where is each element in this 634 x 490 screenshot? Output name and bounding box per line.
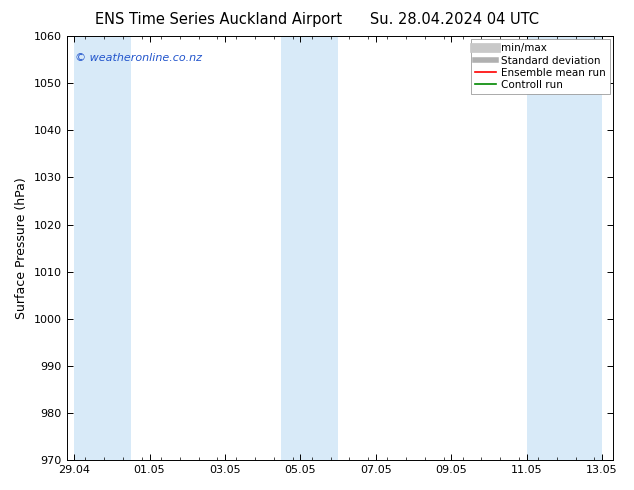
Y-axis label: Surface Pressure (hPa): Surface Pressure (hPa) <box>15 177 28 319</box>
Bar <box>74 36 131 460</box>
Text: © weatheronline.co.nz: © weatheronline.co.nz <box>75 53 202 63</box>
Bar <box>527 36 602 460</box>
Text: ENS Time Series Auckland Airport      Su. 28.04.2024 04 UTC: ENS Time Series Auckland Airport Su. 28.… <box>95 12 539 27</box>
Bar <box>281 36 338 460</box>
Legend: min/max, Standard deviation, Ensemble mean run, Controll run: min/max, Standard deviation, Ensemble me… <box>471 39 611 94</box>
